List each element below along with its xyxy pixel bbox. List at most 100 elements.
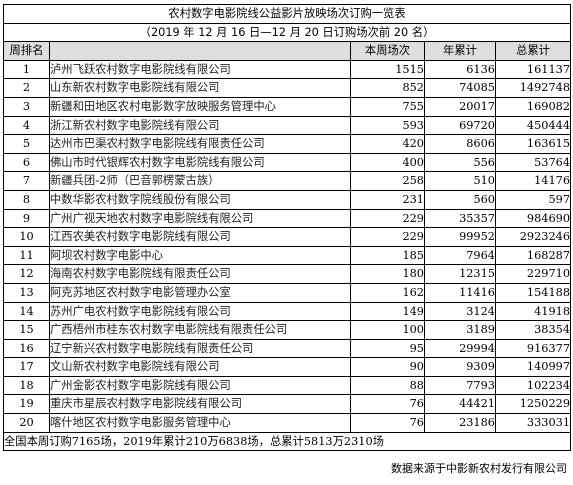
table-row: 16 辽宁新兴农村数字电影院线有限责任公司 95 29994 916377 bbox=[4, 339, 571, 358]
week-count-cell: 180 bbox=[351, 265, 425, 284]
rank-cell: 14 bbox=[4, 302, 50, 321]
cinema-name-cell: 江西农美农村数字电影院线有限公司 bbox=[50, 228, 351, 247]
total-count-cell: 169082 bbox=[496, 97, 571, 116]
cinema-name-cell: 广西梧州市桂东农村数字电影院线有限责任公司 bbox=[50, 321, 351, 340]
year-count-cell: 9309 bbox=[425, 358, 496, 377]
year-count-cell: 11416 bbox=[425, 283, 496, 302]
table-row: 3 新疆和田地区农村电影数字放映服务管理中心 755 20017 169082 bbox=[4, 97, 571, 116]
cinema-name-cell: 广州广视天地农村数字电影院线有限公司 bbox=[50, 209, 351, 228]
header-rank: 周排名 bbox=[4, 42, 50, 61]
table-row: 12 海南农村数字电影院线有限责任公司 180 12315 229710 bbox=[4, 265, 571, 284]
rank-cell: 6 bbox=[4, 153, 50, 172]
week-count-cell: 852 bbox=[351, 79, 425, 98]
total-count-cell: 597 bbox=[496, 190, 571, 209]
table-subtitle: （2019 年 12 月 16 日—12 月 20 日订购场次前 20 名） bbox=[4, 23, 571, 42]
table-row: 4 浙江新农村数字电影院线有限公司 593 69720 450444 bbox=[4, 116, 571, 135]
data-source-note: 数据来源于中影新农村发行有限公司 bbox=[391, 460, 567, 476]
week-count-cell: 162 bbox=[351, 283, 425, 302]
rank-cell: 11 bbox=[4, 246, 50, 265]
table-row: 11 阿坝农村数字电影中心 185 7964 168287 bbox=[4, 246, 571, 265]
year-count-cell: 3189 bbox=[425, 321, 496, 340]
week-count-cell: 95 bbox=[351, 339, 425, 358]
header-year: 年累计 bbox=[425, 42, 496, 61]
total-count-cell: 2923246 bbox=[496, 228, 571, 247]
cinema-name-cell: 辽宁新兴农村数字电影院线有限责任公司 bbox=[50, 339, 351, 358]
week-count-cell: 755 bbox=[351, 97, 425, 116]
cinema-name-cell: 海南农村数字电影院线有限责任公司 bbox=[50, 265, 351, 284]
year-count-cell: 560 bbox=[425, 190, 496, 209]
total-count-cell: 154188 bbox=[496, 283, 571, 302]
year-count-cell: 8606 bbox=[425, 135, 496, 154]
total-count-cell: 140997 bbox=[496, 358, 571, 377]
week-count-cell: 88 bbox=[351, 376, 425, 395]
week-count-cell: 76 bbox=[351, 414, 425, 433]
rank-cell: 4 bbox=[4, 116, 50, 135]
year-count-cell: 44421 bbox=[425, 395, 496, 414]
total-count-cell: 168287 bbox=[496, 246, 571, 265]
table-row: 19 重庆市星辰农村数字电影院线有限公司 76 44421 1250229 bbox=[4, 395, 571, 414]
week-count-cell: 185 bbox=[351, 246, 425, 265]
rank-cell: 10 bbox=[4, 228, 50, 247]
cinema-name-cell: 重庆市星辰农村数字电影院线有限公司 bbox=[50, 395, 351, 414]
rank-cell: 15 bbox=[4, 321, 50, 340]
table-row: 18 广州金影农村数字电影院线有限公司 88 7793 102234 bbox=[4, 376, 571, 395]
table-row: 17 文山新农村数字电影院线有限公司 90 9309 140997 bbox=[4, 358, 571, 377]
table-row: 8 中数华影农村数字院线股份有限公司 231 560 597 bbox=[4, 190, 571, 209]
table-row: 5 达州市巴渠农村数字电影院线有限责任公司 420 8606 163615 bbox=[4, 135, 571, 154]
rank-cell: 19 bbox=[4, 395, 50, 414]
table-row: 10 江西农美农村数字电影院线有限公司 229 99952 2923246 bbox=[4, 228, 571, 247]
week-count-cell: 231 bbox=[351, 190, 425, 209]
cinema-name-cell: 泸州飞跃农村数字电影院线有限公司 bbox=[50, 60, 351, 79]
screening-table: 农村数字电影院线公益影片放映场次订购一览表 （2019 年 12 月 16 日—… bbox=[3, 4, 571, 451]
week-count-cell: 593 bbox=[351, 116, 425, 135]
cinema-name-cell: 阿坝农村数字电影中心 bbox=[50, 246, 351, 265]
rank-cell: 17 bbox=[4, 358, 50, 377]
week-count-cell: 1515 bbox=[351, 60, 425, 79]
rank-cell: 1 bbox=[4, 60, 50, 79]
title-row: 农村数字电影院线公益影片放映场次订购一览表 bbox=[4, 5, 571, 24]
table-title: 农村数字电影院线公益影片放映场次订购一览表 bbox=[4, 5, 571, 24]
rank-cell: 16 bbox=[4, 339, 50, 358]
table-row: 20 喀什地区农村数字电影服务管理中心 76 23186 333031 bbox=[4, 414, 571, 433]
table-row: 14 苏州广电农村数字电影院线有限公司 149 3124 41918 bbox=[4, 302, 571, 321]
week-count-cell: 258 bbox=[351, 172, 425, 191]
year-count-cell: 74085 bbox=[425, 79, 496, 98]
rank-cell: 12 bbox=[4, 265, 50, 284]
table-row: 6 佛山市时代银辉农村数字电影院线有限公司 400 556 53764 bbox=[4, 153, 571, 172]
week-count-cell: 90 bbox=[351, 358, 425, 377]
total-count-cell: 102234 bbox=[496, 376, 571, 395]
rank-cell: 8 bbox=[4, 190, 50, 209]
report-table-frame: 农村数字电影院线公益影片放映场次订购一览表 （2019 年 12 月 16 日—… bbox=[3, 4, 570, 451]
total-count-cell: 1492748 bbox=[496, 79, 571, 98]
total-count-cell: 916377 bbox=[496, 339, 571, 358]
cinema-name-cell: 文山新农村数字电影院线有限公司 bbox=[50, 358, 351, 377]
week-count-cell: 100 bbox=[351, 321, 425, 340]
table-row: 2 山东新农村数字电影院线有限公司 852 74085 1492748 bbox=[4, 79, 571, 98]
total-count-cell: 41918 bbox=[496, 302, 571, 321]
week-count-cell: 76 bbox=[351, 395, 425, 414]
table-row: 1 泸州飞跃农村数字电影院线有限公司 1515 6136 161137 bbox=[4, 60, 571, 79]
year-count-cell: 35357 bbox=[425, 209, 496, 228]
week-count-cell: 229 bbox=[351, 228, 425, 247]
year-count-cell: 99952 bbox=[425, 228, 496, 247]
cinema-name-cell: 广州金影农村数字电影院线有限公司 bbox=[50, 376, 351, 395]
cinema-name-cell: 喀什地区农村数字电影服务管理中心 bbox=[50, 414, 351, 433]
footnote-summary: 全国本周订购7165场，2019年累计210万6838场，总累计5813万231… bbox=[4, 432, 571, 451]
week-count-cell: 400 bbox=[351, 153, 425, 172]
cinema-name-cell: 中数华影农村数字院线股份有限公司 bbox=[50, 190, 351, 209]
cinema-name-cell: 苏州广电农村数字电影院线有限公司 bbox=[50, 302, 351, 321]
total-count-cell: 229710 bbox=[496, 265, 571, 284]
table-row: 9 广州广视天地农村数字电影院线有限公司 229 35357 984690 bbox=[4, 209, 571, 228]
rank-cell: 3 bbox=[4, 97, 50, 116]
total-count-cell: 14176 bbox=[496, 172, 571, 191]
total-count-cell: 161137 bbox=[496, 60, 571, 79]
cinema-name-cell: 佛山市时代银辉农村数字电影院线有限公司 bbox=[50, 153, 351, 172]
cinema-name-cell: 新疆和田地区农村电影数字放映服务管理中心 bbox=[50, 97, 351, 116]
cinema-name-cell: 新疆兵团-2师（巴音郭楞蒙古族） bbox=[50, 172, 351, 191]
total-count-cell: 450444 bbox=[496, 116, 571, 135]
week-count-cell: 420 bbox=[351, 135, 425, 154]
total-count-cell: 163615 bbox=[496, 135, 571, 154]
cinema-name-cell: 阿克苏地区农村数字电影管理办公室 bbox=[50, 283, 351, 302]
rank-cell: 5 bbox=[4, 135, 50, 154]
table-row: 7 新疆兵团-2师（巴音郭楞蒙古族） 258 510 14176 bbox=[4, 172, 571, 191]
